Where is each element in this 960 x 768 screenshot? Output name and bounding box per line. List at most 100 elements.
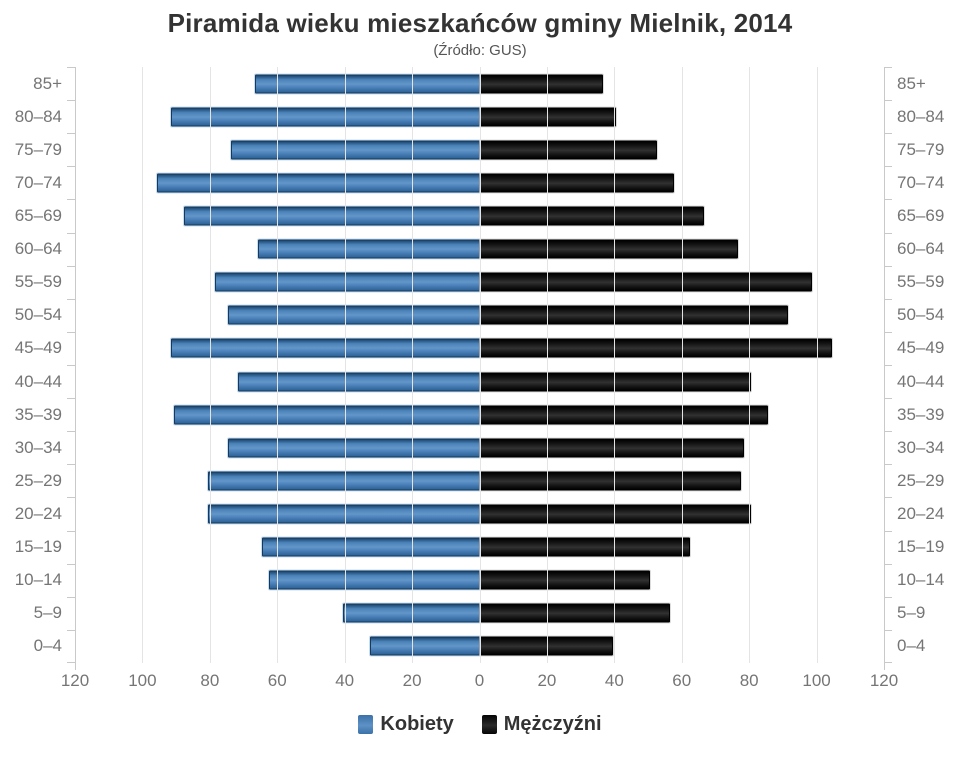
age-label-left: 35–39 [14, 404, 62, 424]
axis-tick [67, 67, 75, 68]
legend-item-kobiety[interactable]: Kobiety [358, 713, 454, 736]
axis-tick [67, 365, 75, 366]
bar-kobiety-75–79 [231, 140, 480, 160]
axis-tick [884, 199, 892, 201]
plot-area [67, 67, 892, 670]
axis-tick [884, 398, 892, 400]
pyramid-row [75, 398, 884, 431]
pyramid-row [75, 166, 884, 199]
age-label-right: 70–74 [897, 172, 945, 192]
age-axis-right: 85+ 80–84 75–79 70–74 65–69 60–64 55–59 50–54 45… [884, 67, 960, 663]
pyramid-row [75, 464, 884, 497]
bar-mezczyzni-5–9 [479, 603, 671, 623]
axis-tick [67, 596, 75, 598]
age-label-right: 30–34 [897, 437, 945, 457]
age-label-right: 80–84 [897, 106, 945, 126]
age-label-left: 45–49 [14, 338, 62, 358]
gridline [681, 67, 683, 663]
age-label-right: 10–14 [897, 570, 945, 590]
pyramid-row [75, 100, 884, 133]
x-tick-label: 40 [335, 671, 355, 690]
bar-mezczyzni-35–39 [479, 405, 769, 425]
axis-tick [67, 530, 75, 532]
bar-mezczyzni-30–34 [479, 438, 745, 458]
bar-kobiety-15–19 [261, 537, 480, 557]
axis-line [75, 67, 76, 670]
x-tick-label: 120 [869, 671, 899, 690]
gridline [277, 67, 279, 663]
age-label-left: 25–29 [14, 470, 62, 490]
chart-subtitle: (Źródło: GUS) [433, 42, 527, 59]
x-tick-label: 20 [537, 671, 557, 690]
axis-tick [884, 662, 892, 663]
x-axis-labels: 120 100 80 60 40 20 0 20 40 60 80 100 120 [61, 671, 898, 697]
axis-tick [884, 67, 892, 68]
bar-kobiety-60–64 [258, 239, 480, 259]
age-label-left: 80–84 [14, 106, 62, 126]
pyramid-row [75, 531, 884, 564]
axis-tick [884, 100, 892, 102]
axis-tick [884, 629, 892, 631]
bar-kobiety-45–49 [170, 338, 480, 358]
legend-item-mezczyzni[interactable]: Mężczyźni [481, 713, 602, 736]
age-label-left: 10–14 [14, 570, 62, 590]
bar-mezczyzni-45–49 [479, 338, 833, 358]
kobiety-swatch-icon [358, 715, 374, 734]
bar-kobiety-55–59 [214, 272, 480, 292]
bar-mezczyzni-50–54 [479, 305, 789, 325]
x-tick-label: 80 [739, 671, 759, 690]
chart-header: Piramida wieku mieszkańców gminy Mielnik… [0, 0, 960, 59]
bar-mezczyzni-15–19 [479, 537, 691, 557]
bar-mezczyzni-55–59 [479, 272, 812, 292]
pyramid-row [75, 266, 884, 299]
pyramid-row [75, 332, 884, 365]
axis-tick [884, 563, 892, 565]
bar-mezczyzni-60–64 [479, 239, 738, 259]
bar-kobiety-30–34 [228, 438, 480, 458]
gridline [816, 67, 818, 663]
age-label-right: 85+ [897, 73, 926, 93]
axis-tick [67, 166, 75, 168]
bar-kobiety-85+ [255, 74, 480, 94]
axis-tick [884, 265, 892, 267]
age-label-right: 15–19 [897, 537, 945, 557]
x-tick-label: 100 [128, 671, 157, 690]
gridline [749, 67, 751, 663]
axis-tick [67, 265, 75, 267]
legend: Kobiety Mężczyźni [0, 713, 960, 736]
axis-tick [884, 497, 892, 499]
age-label-right: 40–44 [897, 371, 945, 391]
axis-tick [67, 331, 75, 333]
gridline [546, 67, 548, 663]
axis-tick [884, 365, 892, 366]
axis-line [884, 67, 885, 670]
axis-tick [67, 629, 75, 631]
x-tick-label: 20 [402, 671, 422, 690]
bar-kobiety-40–44 [238, 372, 480, 392]
bar-kobiety-50–54 [228, 305, 480, 325]
gridline [344, 67, 346, 663]
chart-title: Piramida wieku mieszkańców gminy Mielnik… [167, 8, 793, 38]
age-label-right: 50–54 [897, 305, 945, 325]
age-label-right: 45–49 [897, 338, 945, 358]
age-label-right: 75–79 [897, 139, 945, 159]
axis-tick [884, 431, 892, 433]
axis-tick [67, 133, 75, 135]
bar-mezczyzni-85+ [479, 74, 603, 94]
axis-tick [884, 298, 892, 300]
pyramid-row [75, 630, 884, 663]
axis-tick [884, 232, 892, 234]
pyramid-row [75, 233, 884, 266]
gridline [142, 67, 144, 663]
age-label-right: 5–9 [897, 603, 926, 623]
age-label-right: 55–59 [897, 272, 945, 292]
age-label-left: 40–44 [14, 371, 62, 391]
age-label-left: 65–69 [14, 205, 62, 225]
bar-kobiety-25–29 [207, 471, 480, 491]
axis-tick [884, 464, 892, 466]
axis-tick [67, 464, 75, 466]
age-label-right: 60–64 [897, 239, 945, 259]
axis-tick [67, 232, 75, 234]
bar-mezczyzni-20–24 [479, 504, 752, 524]
x-tick-label: 100 [802, 671, 831, 690]
